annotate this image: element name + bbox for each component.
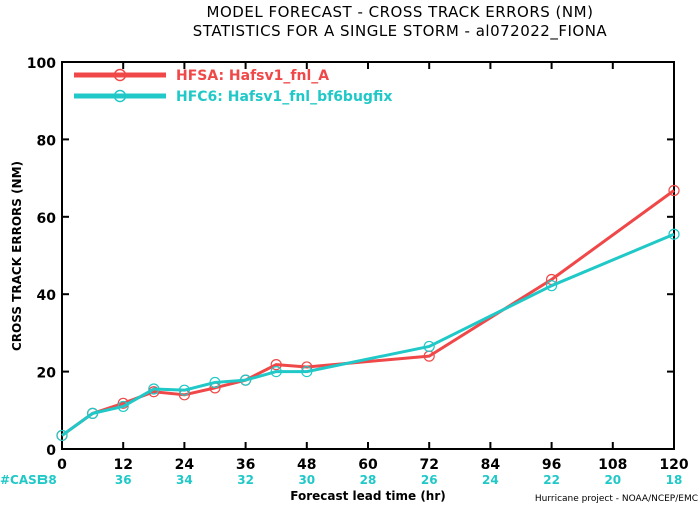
x-axis-label: Forecast lead time (hr) — [290, 489, 446, 503]
data-point-marker — [301, 366, 313, 378]
series-line — [61, 232, 675, 437]
case-count-value: 30 — [298, 473, 315, 487]
case-count-value: 24 — [482, 473, 499, 487]
legend-label: HFC6: Hafsv1_fnl_bf6bugfix — [176, 89, 392, 105]
case-header-label: #CASE — [0, 473, 45, 487]
x-tick-label: 36 — [236, 457, 255, 473]
case-count-value: 32 — [237, 473, 254, 487]
y-tick-label: 80 — [37, 133, 57, 149]
case-count-value: 34 — [176, 473, 193, 487]
data-point-marker — [668, 184, 680, 197]
legend-marker — [113, 89, 127, 103]
data-point-marker — [86, 407, 99, 419]
case-count-value: 36 — [115, 473, 132, 487]
legend-label: HFSA: Hafsv1_fnl_A — [176, 68, 329, 84]
credit-text: Hurricane project - NOAA/NCEP/EMC — [535, 494, 698, 504]
x-tick-label: 108 — [598, 457, 627, 473]
y-tick-label: 60 — [37, 211, 57, 227]
x-axis: 0 12 24 36 48 60 72 84 96 108 120 — [57, 62, 689, 473]
data-point-marker — [668, 228, 680, 240]
data-point-marker — [209, 376, 221, 389]
x-tick-label: 60 — [358, 457, 378, 473]
legend-marker — [113, 68, 127, 82]
x-tick-label: 96 — [542, 457, 561, 473]
y-tick-label: 100 — [27, 56, 56, 72]
y-axis: 0 20 40 60 80 100 — [27, 56, 674, 459]
x-tick-label: 0 — [57, 457, 67, 473]
series-line — [61, 189, 675, 437]
data-point-marker — [270, 359, 282, 371]
chart-title: MODEL FORECAST - CROSS TRACK ERRORS (NM) — [207, 3, 594, 21]
x-tick-label: 24 — [175, 457, 195, 473]
chart-subtitle: STATISTICS FOR A SINGLE STORM - al072022… — [193, 22, 608, 41]
x-tick-label: 12 — [113, 457, 132, 473]
y-axis-label: CROSS TRACK ERRORS (NM) — [10, 161, 24, 351]
data-point-marker — [56, 429, 68, 442]
case-count-value: 38 — [40, 473, 57, 487]
data-point-marker — [545, 280, 558, 292]
case-count-row: #CASE 38 36 34 32 30 28 26 24 22 20 18 — [0, 473, 682, 487]
x-tick-label: 48 — [297, 457, 316, 473]
data-point-marker — [117, 400, 129, 413]
data-point-marker — [423, 340, 435, 353]
data-point-marker — [240, 374, 252, 386]
legend: HFSA: Hafsv1_fnl_A HFC6: Hafsv1_fnl_bf6bu… — [74, 68, 392, 105]
case-count-value: 26 — [421, 473, 438, 487]
series-layer — [56, 184, 680, 442]
x-tick-label: 84 — [481, 457, 501, 473]
x-tick-label: 120 — [659, 457, 688, 473]
y-tick-label: 20 — [37, 366, 57, 382]
y-tick-label: 40 — [37, 288, 57, 304]
y-tick-label: 0 — [46, 443, 56, 459]
case-count-value: 28 — [360, 473, 377, 487]
data-point-marker — [270, 366, 282, 378]
x-tick-label: 72 — [419, 457, 438, 473]
case-count-value: 20 — [604, 473, 621, 487]
case-count-value: 18 — [666, 473, 683, 487]
case-count-value: 22 — [543, 473, 560, 487]
data-point-marker — [148, 383, 160, 395]
data-point-marker — [178, 384, 190, 396]
